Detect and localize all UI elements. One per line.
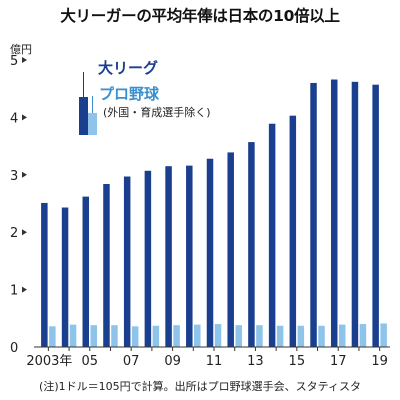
bar-mlb	[206, 158, 214, 347]
x-tick-label: 19	[371, 354, 388, 369]
legend-label-mlb: 大リーグ	[98, 59, 158, 77]
x-tick-label: 05	[81, 354, 98, 369]
x-tick-label: 2003年	[26, 354, 72, 369]
legend: 大リーグ プロ野球 (外国・育成選手除く)	[79, 59, 211, 135]
y-tick-mark	[22, 171, 27, 178]
x-tick-label: 11	[206, 354, 223, 369]
bar-npb	[235, 325, 242, 347]
bar-npb	[111, 325, 118, 347]
bar-npb	[256, 325, 263, 347]
legend-swatch-npb	[88, 113, 97, 135]
footnote: (注)1ドル＝105円で計算。出所はプロ野球選手会、スタティスタ	[39, 380, 361, 393]
bar-npb	[297, 325, 305, 347]
legend-note-npb: (外国・育成選手除く)	[103, 105, 211, 119]
bar-mlb	[330, 79, 338, 348]
legend-swatch-mlb	[79, 97, 88, 135]
bar-mlb	[41, 202, 48, 347]
bar-mlb	[248, 142, 255, 347]
bar-mlb	[310, 82, 317, 348]
bars-group	[34, 79, 390, 348]
bar-mlb	[61, 207, 69, 347]
y-tick-mark	[22, 114, 27, 121]
bar-mlb	[165, 166, 172, 347]
bar-npb	[359, 324, 367, 347]
legend-label-npb: プロ野球	[99, 85, 160, 103]
y-axis-unit-label: 億円	[10, 43, 32, 56]
bar-npb	[214, 324, 222, 347]
y-tick-mark	[22, 229, 27, 236]
y-tick-label: 5	[10, 54, 18, 69]
bar-npb	[338, 324, 346, 347]
x-tick-label: 09	[164, 354, 181, 369]
bar-mlb	[123, 176, 131, 347]
bar-npb	[49, 326, 56, 347]
chart-title: 大リーガーの平均年俸は日本の10倍以上	[60, 7, 340, 25]
x-tick-label: 13	[247, 354, 264, 369]
bar-mlb	[268, 123, 276, 348]
y-tick-mark	[22, 57, 27, 63]
bar-mlb	[289, 115, 297, 347]
bar-mlb	[82, 196, 90, 347]
x-tick-label: 07	[123, 354, 140, 369]
y-axis: 0 1 2 3 4 5	[10, 54, 27, 356]
y-tick-label: 0	[10, 341, 18, 356]
bar-npb	[194, 324, 201, 347]
y-tick-label: 1	[10, 284, 18, 299]
y-tick-label: 4	[10, 111, 18, 126]
x-axis: 2003年 05 07 09 11 13 15 17 19	[26, 347, 388, 369]
bar-mlb	[103, 183, 110, 347]
bar-npb	[90, 325, 98, 347]
x-tick-label: 15	[289, 354, 306, 369]
bar-npb	[173, 325, 180, 347]
x-tick-label: 17	[330, 354, 347, 369]
bar-mlb	[144, 170, 152, 347]
bar-mlb	[186, 165, 193, 347]
bar-npb	[131, 326, 139, 347]
bar-npb	[276, 325, 284, 347]
y-tick-label: 3	[10, 169, 18, 184]
bar-npb	[380, 323, 387, 347]
bar-npb	[69, 324, 77, 347]
y-tick-label: 2	[10, 226, 18, 241]
bar-mlb	[351, 81, 359, 347]
y-tick-mark	[22, 286, 27, 293]
bar-mlb	[372, 84, 379, 347]
bar-npb	[152, 325, 160, 347]
bar-npb	[318, 325, 325, 347]
bar-mlb	[227, 152, 234, 347]
